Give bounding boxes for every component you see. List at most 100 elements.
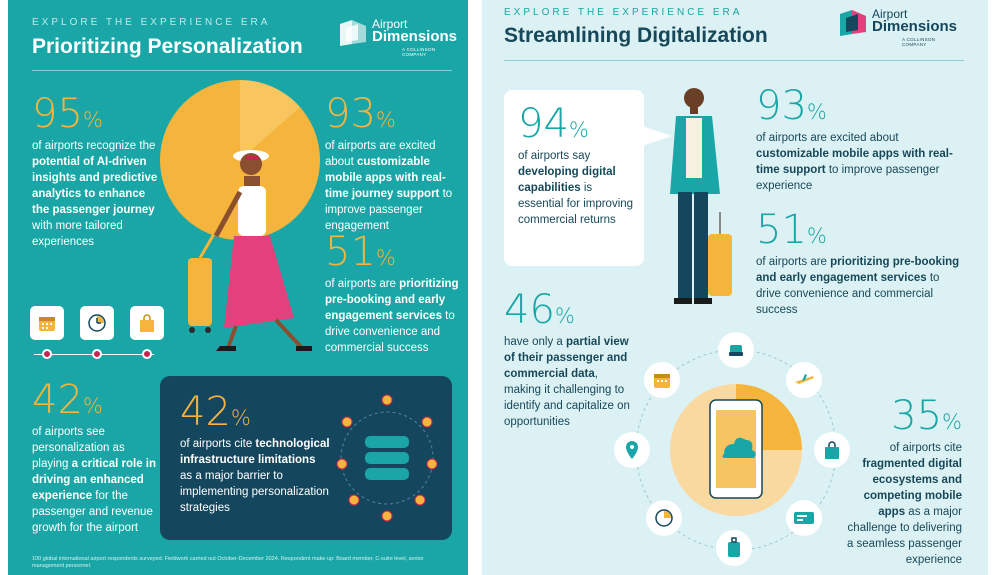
stat-text: of airports say (518, 150, 591, 162)
shopping-bag-icon (130, 306, 164, 340)
eyebrow-text: EXPLORE THE EXPERIENCE ERA (504, 7, 743, 18)
divider (32, 70, 452, 71)
stat-bold-text: a critical role in driving an enhanced e… (32, 458, 157, 502)
stat-number: 51 (756, 207, 807, 253)
stat-text: of airports are excited about (756, 132, 899, 144)
stat-bold-text: potential of AI-driven insights and pred… (32, 156, 158, 216)
ticket-icon (786, 500, 822, 536)
stat-number: 42 (180, 389, 231, 435)
traveler-man-illustration (670, 88, 732, 304)
personalization-panel: EXPLORE THE EXPERIENCE ERA Prioritizing … (8, 0, 468, 575)
stat-number: 51 (325, 229, 376, 275)
stat-35-fragmented-ecosystems: 35% of airports cite fragmented digital … (842, 396, 962, 568)
stat-text: have only a (504, 336, 567, 348)
stat-text: of airports are (325, 278, 400, 290)
database-server-icon (336, 394, 438, 522)
stat-percent: % (806, 100, 827, 124)
panel-title: Streamlining Digitalization (504, 24, 768, 47)
stat-text: as a major challenge to delivering a sea… (846, 506, 962, 566)
stat-51-pre-booking: 51% of airports are prioritizing pre-boo… (756, 210, 961, 318)
divider (504, 60, 964, 61)
calendar-icon (644, 362, 680, 398)
stat-46-partial-view: 46% have only a partial view of their pa… (504, 290, 632, 430)
stat-text: to improve passenger engagement (325, 188, 453, 232)
stat-text: to improve passenger experience (756, 164, 940, 192)
airplane-icon (786, 362, 822, 398)
logo-cube-icon (340, 20, 366, 46)
stat-51-pre-booking: 51% of airports are prioritizing pre-boo… (325, 232, 460, 356)
logo-line1: Airport (872, 7, 908, 21)
timeline-dot (92, 349, 102, 359)
logo-line2: Dimensions (872, 18, 958, 35)
digital-capabilities-card: 94% of airports say developing digital c… (504, 90, 644, 266)
stat-text: to drive convenience and commercial succ… (325, 310, 455, 354)
stat-text: of airports are (756, 256, 831, 268)
cloud-icon (722, 437, 756, 458)
panel-title: Prioritizing Personalization (32, 35, 303, 58)
ecosystem-graphic (635, 349, 837, 551)
stat-percent: % (230, 406, 251, 430)
logo-line1: Airport (372, 17, 408, 31)
stat-bold-text: fragmented digital ecosystems and compet… (862, 458, 962, 518)
traveler-woman-illustration (188, 150, 312, 351)
calendar-icon (30, 306, 64, 340)
seat-icon (718, 332, 754, 368)
stat-number: 46 (504, 287, 555, 333)
stat-text: of airports cite (889, 442, 962, 454)
clock-icon (646, 500, 682, 536)
infrastructure-callout-box: 42% of airports cite technological infra… (160, 376, 452, 540)
stat-text: with more tailored experiences (32, 220, 123, 248)
stat-text: of airports see personalization as playi… (32, 426, 125, 470)
stat-bold-text: prioritizing pre-booking and early engag… (325, 278, 459, 322)
stat-93-mobile-apps: 93% of airports are excited about custom… (756, 86, 956, 194)
stat-percent: % (568, 118, 589, 142)
stat-text: to drive convenience and commercial succ… (756, 272, 940, 316)
logo-tagline: A COLLINSON COMPANY (402, 47, 436, 57)
stat-bold-text: technological infrastructure limitations (180, 438, 330, 466)
location-pin-icon (614, 432, 650, 468)
stat-bold-text: partial view of their passenger and comm… (504, 336, 629, 380)
stat-text: for the passenger and revenue growth for… (32, 490, 153, 534)
stat-number: 93 (756, 83, 807, 129)
shopping-bag-icon (814, 432, 850, 468)
stat-percent: % (942, 410, 962, 434)
stat-number: 94 (518, 101, 569, 147)
stat-text: of airports recognize the (32, 140, 156, 152)
speech-tail (642, 126, 672, 146)
stat-percent: % (375, 246, 396, 270)
timeline-dot (42, 349, 52, 359)
stat-percent: % (82, 394, 103, 418)
timeline-dot (142, 349, 152, 359)
stat-42-critical-role: 42% of airports see personalization as p… (32, 380, 157, 536)
stat-percent: % (806, 224, 827, 248)
stat-percent: % (554, 304, 575, 328)
stat-number: 42 (32, 377, 83, 423)
stat-number: 95 (32, 91, 83, 137)
stat-text: of airports are excited about (325, 140, 436, 168)
stat-percent: % (375, 108, 396, 132)
stat-bold-text: developing digital capabilities (518, 166, 616, 194)
stat-number: 93 (325, 91, 376, 137)
stat-42-infrastructure: 42% of airports cite technological infra… (180, 392, 330, 516)
logo-tagline: A COLLINSON COMPANY (902, 37, 936, 47)
stat-percent: % (82, 108, 103, 132)
survey-footnote: 100 global international airport respond… (32, 556, 424, 569)
clock-icon (80, 306, 114, 340)
stat-text: is essential for improving commercial re… (518, 182, 634, 226)
eyebrow-text: EXPLORE THE EXPERIENCE ERA (32, 17, 271, 28)
stat-text: of airports cite (180, 438, 256, 450)
stat-text: as a major barrier to implementing perso… (180, 470, 329, 514)
stat-93-mobile-apps: 93% of airports are excited about custom… (325, 94, 460, 234)
stat-text: , making it challenging to identify and … (504, 368, 630, 428)
stat-bold-text: customizable mobile apps with real-time … (756, 148, 953, 176)
digitalization-panel: EXPLORE THE EXPERIENCE ERA Streamlining … (482, 0, 988, 575)
stat-bold-text: prioritizing pre-booking and early engag… (756, 256, 960, 284)
stat-bold-text: customizable mobile apps with real-time … (325, 156, 446, 200)
stat-94-digital-capabilities: 94% of airports say developing digital c… (518, 104, 636, 228)
stat-number: 35 (891, 393, 943, 439)
airport-dimensions-logo: Airport Dimensions A COLLINSON COMPANY (338, 16, 458, 57)
airport-dimensions-logo: Airport Dimensions A COLLINSON COMPANY (838, 6, 958, 47)
luggage-icon (716, 530, 752, 566)
stat-95-ai-insights: 95% of airports recognize the potential … (32, 94, 162, 250)
logo-cube-icon (840, 10, 866, 36)
